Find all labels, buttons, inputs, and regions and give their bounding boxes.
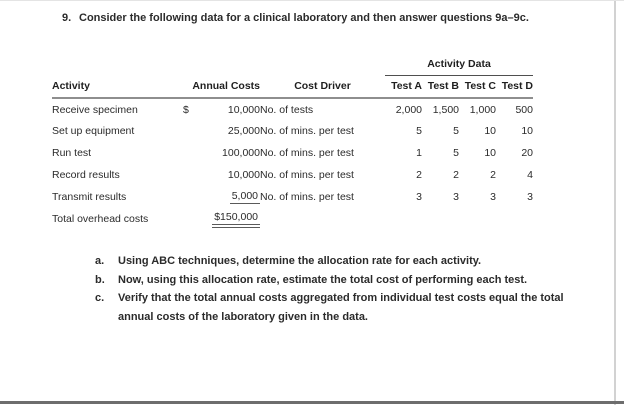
col-header-test-d: Test D: [496, 75, 533, 99]
cell-cost-driver: No. of tests: [260, 103, 314, 116]
cell-test-b: 3: [453, 191, 459, 203]
page-edge-bottom: [0, 401, 624, 404]
cell-activity: Record results: [52, 169, 120, 181]
table-header-row: Activity Annual Costs Cost Driver Test A…: [52, 75, 533, 99]
cell-test-c: 10: [484, 125, 496, 137]
cost-data-table: Activity Data Activity Annual Costs Cost…: [52, 53, 533, 230]
cell-annual-cost: 25,000: [227, 125, 260, 137]
cell-cost-driver: No. of mins. per test: [260, 191, 354, 203]
subquestion-label: c.: [95, 292, 105, 304]
table-row: Run test 100,000 No. of mins. per test 1…: [52, 142, 533, 164]
cell-test-c: 3: [490, 191, 496, 203]
cell-cost-driver: No. of mins. per test: [260, 147, 354, 159]
subquestion-list: a. Using ABC techniques, determine the a…: [95, 252, 570, 326]
cell-test-a: 1: [416, 147, 422, 159]
cell-test-d: 500: [515, 103, 533, 116]
cell-test-b: 1,500: [432, 103, 459, 116]
activity-data-spanner: Activity Data: [385, 53, 533, 76]
cell-test-c: 1,000: [469, 103, 496, 116]
total-row: Total overhead costs $150,000: [52, 208, 533, 230]
currency-sign: $: [183, 103, 189, 116]
subquestion-b: b. Now, using this allocation rate, esti…: [95, 271, 570, 290]
cell-cost-driver: No. of mins. per test: [260, 125, 354, 137]
cell-activity: Transmit results: [52, 191, 127, 203]
col-header-activity: Activity: [52, 75, 180, 99]
subquestion-label: b.: [95, 273, 105, 286]
total-value-cell: $150,000: [180, 208, 260, 230]
cell-cost-driver: No. of mins. per test: [260, 169, 354, 181]
cell-test-b: 5: [453, 147, 459, 159]
subquestion-text: Using ABC techniques, determine the allo…: [118, 255, 482, 267]
table-row: Receive specimen $10,000 No. of tests 2,…: [52, 98, 533, 120]
cell-activity: Run test: [52, 147, 92, 159]
page-edge-right: [614, 1, 616, 405]
cell-test-d: 3: [527, 191, 533, 203]
subquestion-text: Now, using this allocation rate, estimat…: [118, 273, 528, 286]
cell-test-c: 10: [484, 147, 496, 159]
table-spanner-row: Activity Data: [52, 53, 533, 76]
cell-test-d: 10: [521, 125, 533, 137]
question-text: Consider the following data for a clinic…: [79, 12, 529, 24]
cell-annual-cost: 10,000: [227, 169, 260, 181]
cell-activity: Receive specimen: [52, 103, 138, 116]
cell-test-d: 20: [521, 147, 533, 159]
table-row: Set up equipment 25,000 No. of mins. per…: [52, 120, 533, 142]
cell-annual-cost: 100,000: [222, 147, 260, 159]
subquestion-a: a. Using ABC techniques, determine the a…: [95, 252, 570, 271]
cell-test-b: 5: [453, 125, 459, 137]
table-row: Record results 10,000 No. of mins. per t…: [52, 164, 533, 186]
subquestion-c: c. Verify that the total annual costs ag…: [95, 289, 570, 326]
col-header-annual-costs: Annual Costs: [180, 75, 260, 99]
cell-activity: Set up equipment: [52, 125, 135, 137]
table-row: Transmit results 5,000 No. of mins. per …: [52, 186, 533, 208]
cell-test-c: 2: [490, 169, 496, 181]
subquestion-text: Verify that the total annual costs aggre…: [118, 292, 564, 323]
col-header-test-b: Test B: [422, 75, 459, 99]
col-header-cost-driver: Cost Driver: [260, 75, 385, 99]
cell-test-b: 2: [453, 169, 459, 181]
cell-test-a: 2: [416, 169, 422, 181]
cell-test-a: 3: [416, 191, 422, 203]
cell-test-d: 4: [527, 169, 533, 181]
total-label: Total overhead costs: [52, 213, 149, 225]
subquestion-label: a.: [95, 255, 105, 267]
question-intro: 9. Consider the following data for a cli…: [62, 9, 544, 28]
cell-test-a: 2,000: [395, 103, 422, 116]
subtotal-underline: 5,000: [229, 190, 260, 204]
cell-annual-cost: 5,000: [180, 186, 260, 208]
cell-annual-cost: $10,000: [183, 103, 260, 116]
total-double-underline: $150,000: [212, 211, 260, 228]
cell-test-a: 5: [416, 125, 422, 137]
question-number: 9.: [62, 12, 72, 24]
col-header-test-c: Test C: [459, 75, 496, 99]
col-header-test-a: Test A: [385, 75, 422, 99]
